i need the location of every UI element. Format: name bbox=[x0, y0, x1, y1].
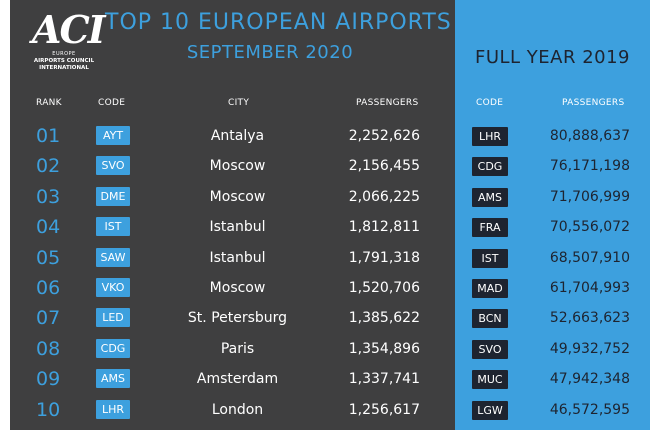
full-year-airport-code-badge: AMS bbox=[472, 187, 508, 207]
full-year-airport-code-badge: MAD bbox=[472, 279, 508, 298]
logo-name-line1: AIRPORTS COUNCIL bbox=[33, 58, 95, 64]
table-row: 09 AMS Amsterdam 1,337,741 MUC 47,942,348 bbox=[10, 365, 650, 395]
airport-code-badge: CDG bbox=[96, 338, 130, 358]
passenger-count: 1,354,896 bbox=[348, 340, 420, 357]
passenger-count: 1,812,811 bbox=[348, 219, 420, 236]
city-name: Paris bbox=[220, 340, 255, 357]
full-year-airport-code-badge: LHR bbox=[472, 127, 508, 146]
table-row: 02 SVO Moscow 2,156,455 CDG 76,171,198 bbox=[10, 152, 650, 182]
header-passengers: PASSENGERS bbox=[356, 98, 419, 108]
full-year-airport-code-badge: MUC bbox=[472, 370, 508, 390]
rank-number: 01 bbox=[36, 125, 61, 147]
table-row: 05 SAW Istanbul 1,791,318 IST 68,507,910 bbox=[10, 244, 650, 274]
table-row: 04 IST Istanbul 1,812,811 FRA 70,556,072 bbox=[10, 213, 650, 243]
full-year-airport-code-badge: FRA bbox=[472, 218, 508, 238]
passenger-count: 1,337,741 bbox=[348, 371, 420, 388]
table-row: 06 VKO Moscow 1,520,706 MAD 61,704,993 bbox=[10, 274, 650, 304]
passenger-count: 2,252,626 bbox=[348, 128, 420, 144]
city-name: St. Petersburg bbox=[187, 310, 288, 327]
full-year-passenger-count: 70,556,072 bbox=[549, 219, 630, 236]
full-year-airport-code-badge: BCN bbox=[472, 309, 508, 329]
airport-code-badge: AMS bbox=[96, 369, 130, 389]
city-name: Istanbul bbox=[209, 249, 266, 266]
passenger-count: 2,066,225 bbox=[348, 188, 420, 205]
rank-number: 06 bbox=[36, 277, 61, 299]
rank-number: 10 bbox=[36, 398, 61, 421]
full-year-passenger-count: 80,888,637 bbox=[549, 128, 630, 144]
full-year-passenger-count: 47,942,348 bbox=[549, 371, 630, 388]
logo-region: EUROPE bbox=[52, 51, 76, 57]
full-year-title: FULL YEAR 2019 bbox=[474, 47, 631, 68]
airport-code-badge: LED bbox=[96, 308, 130, 328]
page-subtitle: SEPTEMBER 2020 bbox=[186, 42, 354, 63]
passenger-count: 1,791,318 bbox=[348, 249, 420, 266]
table-row: 08 CDG Paris 1,354,896 SVO 49,932,752 bbox=[10, 335, 650, 365]
airport-code-badge: IST bbox=[96, 217, 130, 237]
city-name: Moscow bbox=[209, 158, 266, 175]
logo-mark: ACI bbox=[32, 7, 106, 52]
page-title: TOP 10 EUROPEAN AIRPORTS bbox=[105, 10, 452, 35]
airport-code-badge: LHR bbox=[96, 399, 130, 419]
rank-number: 03 bbox=[36, 185, 61, 208]
passenger-count: 1,520,706 bbox=[348, 280, 420, 296]
full-year-passenger-count: 52,663,623 bbox=[549, 310, 630, 327]
aci-europe-logo: ACI EUROPE AIRPORTS COUNCIL INTERNATIONA… bbox=[32, 7, 106, 88]
airport-code-badge: SVO bbox=[96, 156, 130, 176]
city-name: Antalya bbox=[210, 128, 265, 144]
rank-number: 09 bbox=[36, 368, 61, 391]
rank-number: 05 bbox=[36, 246, 61, 269]
header-fy-code: CODE bbox=[476, 98, 504, 108]
infographic: ACI EUROPE AIRPORTS COUNCIL INTERNATIONA… bbox=[10, 0, 650, 430]
table-row: 01 AYT Antalya 2,252,626 LHR 80,888,637 bbox=[10, 122, 650, 152]
table-row: 10 LHR London 1,256,617 LGW 46,572,595 bbox=[10, 396, 650, 426]
table-row: 07 LED St. Petersburg 1,385,622 BCN 52,663,62… bbox=[10, 304, 650, 334]
full-year-airport-code-badge: SVO bbox=[472, 339, 508, 359]
full-year-passenger-count: 68,507,910 bbox=[549, 249, 630, 266]
logo-name-line2: INTERNATIONAL bbox=[39, 65, 89, 71]
city-name: Moscow bbox=[209, 188, 266, 205]
full-year-passenger-count: 49,932,752 bbox=[549, 340, 630, 357]
rank-number: 08 bbox=[36, 337, 61, 360]
passenger-count: 1,385,622 bbox=[348, 310, 420, 327]
city-name: Moscow bbox=[209, 280, 266, 296]
rank-number: 04 bbox=[36, 216, 61, 239]
city-name: London bbox=[211, 401, 264, 418]
airport-code-badge: DME bbox=[96, 186, 130, 206]
full-year-airport-code-badge: CDG bbox=[472, 157, 508, 177]
rank-number: 07 bbox=[36, 307, 61, 330]
header-city: CITY bbox=[228, 98, 250, 108]
full-year-passenger-count: 76,171,198 bbox=[549, 158, 630, 175]
passenger-count: 1,256,617 bbox=[348, 401, 420, 418]
airport-code-badge: AYT bbox=[96, 126, 130, 145]
rank-number: 02 bbox=[36, 155, 61, 178]
header-rank: RANK bbox=[36, 98, 62, 108]
full-year-passenger-count: 61,704,993 bbox=[549, 280, 630, 296]
full-year-airport-code-badge: LGW bbox=[472, 400, 508, 420]
full-year-airport-code-badge: IST bbox=[472, 248, 508, 268]
full-year-passenger-count: 71,706,999 bbox=[549, 188, 630, 205]
header-code: CODE bbox=[98, 98, 126, 108]
city-name: Istanbul bbox=[209, 219, 266, 236]
airport-code-badge: VKO bbox=[96, 278, 130, 297]
header-fy-passengers: PASSENGERS bbox=[562, 98, 625, 108]
city-name: Amsterdam bbox=[196, 371, 279, 388]
passenger-count: 2,156,455 bbox=[348, 158, 420, 175]
table-row: 03 DME Moscow 2,066,225 AMS 71,706,999 bbox=[10, 183, 650, 213]
airport-code-badge: SAW bbox=[96, 247, 130, 267]
full-year-passenger-count: 46,572,595 bbox=[549, 401, 630, 418]
